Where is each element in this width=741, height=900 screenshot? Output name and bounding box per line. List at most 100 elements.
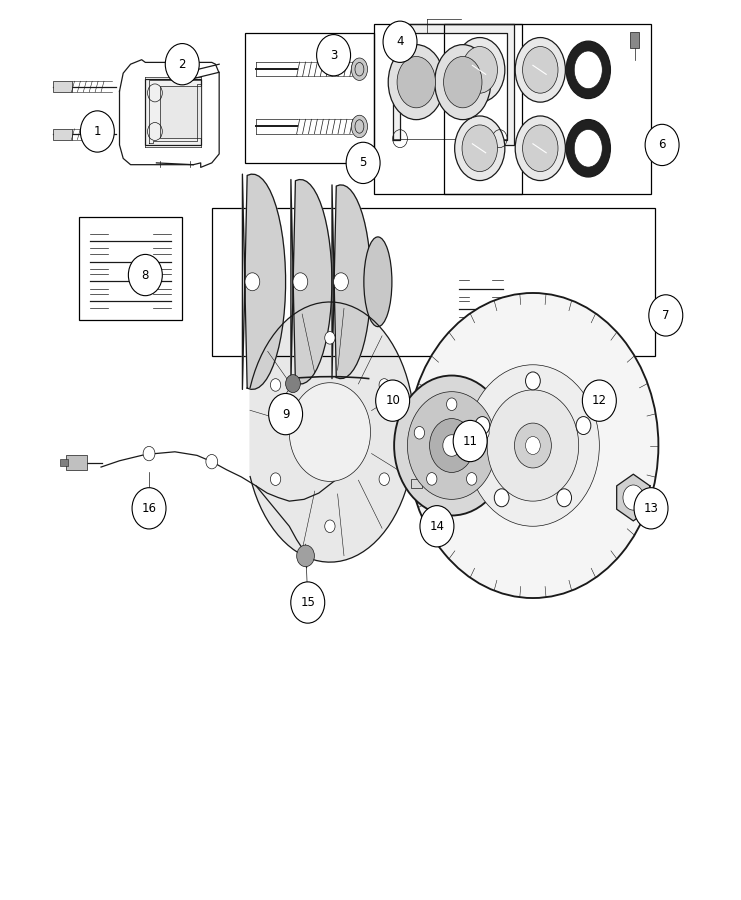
Bar [445, 23, 651, 194]
Ellipse shape [462, 47, 497, 94]
Ellipse shape [351, 115, 368, 138]
Circle shape [623, 485, 644, 510]
Circle shape [383, 21, 417, 62]
Circle shape [325, 331, 335, 344]
Circle shape [556, 489, 571, 507]
Text: 16: 16 [142, 502, 156, 515]
Text: 8: 8 [142, 268, 149, 282]
Text: 3: 3 [330, 49, 337, 62]
Text: 1: 1 [93, 125, 101, 138]
Ellipse shape [397, 57, 436, 108]
Bar [53, 129, 72, 140]
Circle shape [576, 417, 591, 435]
Bar [160, 86, 201, 138]
Circle shape [346, 142, 380, 184]
Circle shape [514, 423, 551, 468]
Circle shape [270, 472, 281, 485]
Bar [67, 455, 87, 470]
Circle shape [296, 545, 314, 567]
Bar [53, 81, 72, 92]
Circle shape [80, 111, 114, 152]
Ellipse shape [435, 45, 491, 120]
Circle shape [408, 392, 496, 500]
Circle shape [289, 382, 370, 482]
Circle shape [143, 446, 155, 461]
Ellipse shape [522, 47, 558, 94]
Polygon shape [393, 23, 514, 145]
Circle shape [245, 273, 260, 291]
Ellipse shape [515, 116, 565, 181]
Polygon shape [242, 174, 285, 390]
Ellipse shape [566, 41, 611, 99]
Ellipse shape [455, 116, 505, 181]
Circle shape [333, 273, 348, 291]
Circle shape [270, 379, 281, 392]
Ellipse shape [574, 130, 602, 167]
Ellipse shape [462, 125, 497, 172]
Ellipse shape [455, 38, 505, 102]
Text: 15: 15 [300, 596, 315, 609]
Text: 4: 4 [396, 35, 404, 49]
Circle shape [447, 398, 457, 410]
Circle shape [475, 417, 490, 435]
Ellipse shape [351, 58, 368, 80]
Circle shape [467, 364, 599, 526]
Circle shape [525, 372, 540, 390]
Ellipse shape [388, 45, 445, 120]
Circle shape [487, 390, 579, 501]
Text: 13: 13 [644, 502, 659, 515]
Ellipse shape [444, 57, 482, 108]
Bar [212, 208, 655, 356]
Circle shape [376, 380, 410, 421]
Circle shape [649, 295, 682, 336]
Ellipse shape [404, 421, 499, 470]
Bar [374, 23, 522, 194]
Circle shape [427, 472, 437, 485]
Circle shape [414, 427, 425, 439]
Bar [631, 32, 639, 48]
Text: 2: 2 [179, 58, 186, 71]
Circle shape [645, 124, 679, 166]
Circle shape [290, 582, 325, 623]
Circle shape [430, 418, 473, 472]
Circle shape [634, 488, 668, 529]
Ellipse shape [574, 51, 602, 89]
Polygon shape [617, 474, 650, 521]
Circle shape [479, 427, 489, 439]
Text: 6: 6 [658, 139, 666, 151]
Bar [245, 32, 374, 163]
Circle shape [494, 489, 509, 507]
Ellipse shape [522, 125, 558, 172]
Circle shape [316, 34, 350, 76]
Text: 9: 9 [282, 408, 289, 420]
Circle shape [394, 375, 509, 516]
Circle shape [420, 506, 454, 547]
Text: 7: 7 [662, 309, 670, 322]
Circle shape [467, 472, 476, 485]
Bar [61, 459, 68, 466]
Polygon shape [332, 184, 370, 379]
Text: 14: 14 [430, 520, 445, 533]
Circle shape [132, 488, 166, 529]
Circle shape [525, 436, 540, 454]
Text: 5: 5 [359, 157, 367, 169]
Circle shape [128, 255, 162, 296]
Bar [79, 217, 182, 320]
Ellipse shape [515, 38, 565, 102]
Circle shape [285, 374, 300, 392]
Circle shape [325, 520, 335, 533]
Text: 10: 10 [385, 394, 400, 407]
Text: 12: 12 [592, 394, 607, 407]
Circle shape [165, 43, 199, 85]
Polygon shape [291, 179, 332, 384]
Ellipse shape [566, 120, 611, 177]
Circle shape [379, 379, 390, 392]
Polygon shape [250, 302, 415, 562]
Circle shape [293, 273, 308, 291]
Ellipse shape [364, 237, 392, 327]
Polygon shape [149, 80, 201, 143]
Circle shape [379, 472, 390, 485]
Circle shape [443, 435, 461, 456]
Text: 11: 11 [462, 435, 478, 447]
Circle shape [582, 380, 617, 421]
